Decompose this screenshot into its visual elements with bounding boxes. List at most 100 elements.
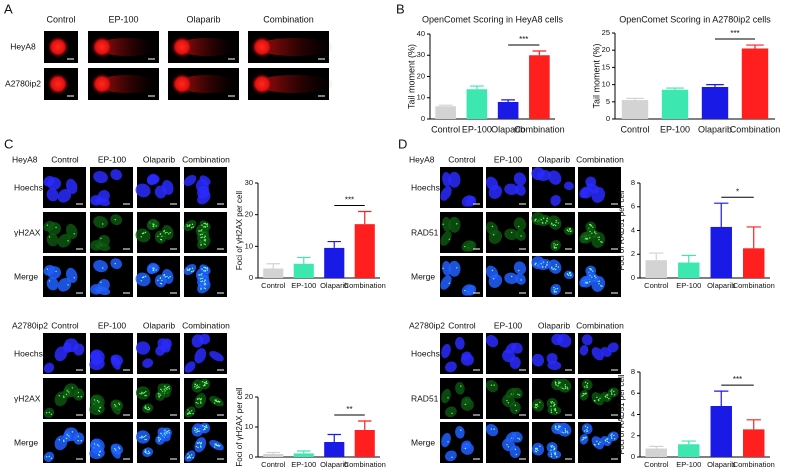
focus bbox=[67, 284, 69, 286]
nucleus bbox=[93, 260, 108, 273]
nucleus bbox=[511, 431, 523, 443]
focus bbox=[186, 457, 189, 459]
focus bbox=[187, 409, 189, 411]
nucleus bbox=[551, 378, 564, 391]
nucleus bbox=[43, 362, 55, 374]
error-bar bbox=[266, 451, 280, 454]
focus bbox=[563, 388, 565, 390]
nucleus bbox=[600, 347, 612, 357]
focus bbox=[218, 401, 220, 403]
bar bbox=[263, 268, 284, 278]
x-tick-label: Combination bbox=[514, 124, 565, 134]
nucleus bbox=[550, 194, 561, 206]
focus bbox=[118, 446, 120, 448]
focus bbox=[142, 436, 144, 439]
focus bbox=[65, 393, 68, 396]
nucleus bbox=[47, 222, 62, 236]
focus bbox=[592, 226, 594, 228]
focus bbox=[189, 456, 192, 459]
focus bbox=[63, 396, 65, 399]
focus bbox=[50, 413, 53, 415]
error-bar bbox=[327, 433, 341, 442]
focus bbox=[518, 438, 521, 440]
focus bbox=[200, 401, 202, 403]
focus bbox=[555, 263, 557, 266]
comet-head bbox=[91, 73, 113, 95]
y-tick-label: 20 bbox=[245, 210, 253, 219]
focus bbox=[160, 239, 163, 241]
error-bar bbox=[681, 254, 696, 263]
focus bbox=[203, 236, 206, 239]
focus bbox=[206, 382, 208, 385]
focus bbox=[163, 274, 166, 276]
error-bar bbox=[327, 240, 341, 248]
cell-line-label: HeyA8 bbox=[12, 154, 38, 164]
x-tick-label: Control bbox=[644, 281, 669, 290]
error-bar bbox=[649, 252, 664, 261]
focus bbox=[558, 425, 560, 427]
nucleus bbox=[183, 174, 197, 187]
nucleus bbox=[445, 361, 457, 373]
nucleus bbox=[194, 348, 207, 364]
focus bbox=[148, 451, 151, 454]
focus bbox=[194, 383, 197, 386]
nucleus bbox=[504, 272, 519, 285]
focus bbox=[555, 221, 557, 224]
row-label: Merge bbox=[411, 271, 435, 281]
significance-label: *** bbox=[519, 35, 528, 44]
focus bbox=[604, 440, 607, 442]
x-tick-label: EP-100 bbox=[676, 281, 701, 290]
focus bbox=[144, 449, 147, 451]
focus bbox=[553, 452, 556, 454]
focus bbox=[163, 230, 166, 232]
focus bbox=[448, 282, 451, 285]
row-label: Merge bbox=[411, 437, 435, 447]
focus bbox=[554, 291, 556, 293]
focus bbox=[157, 393, 160, 395]
focus bbox=[66, 434, 68, 436]
nucleus bbox=[199, 333, 211, 345]
focus bbox=[506, 443, 508, 446]
nucleus bbox=[551, 422, 564, 435]
x-tick-label: EP-100 bbox=[291, 460, 316, 469]
focus bbox=[200, 274, 202, 276]
column-label: Olaparib bbox=[186, 14, 220, 24]
focus bbox=[216, 444, 219, 447]
focus bbox=[586, 386, 589, 388]
focus bbox=[553, 268, 555, 270]
focus bbox=[613, 434, 615, 437]
focus bbox=[539, 445, 541, 448]
nucleus bbox=[461, 195, 474, 207]
focus bbox=[102, 223, 104, 225]
focus bbox=[492, 234, 495, 236]
x-tick-label: EP-100 bbox=[462, 124, 492, 134]
focus bbox=[45, 412, 48, 414]
focus bbox=[98, 445, 100, 447]
nucleus bbox=[511, 342, 523, 354]
focus bbox=[147, 450, 150, 453]
focus bbox=[553, 446, 555, 448]
focus bbox=[161, 279, 163, 282]
focus bbox=[490, 428, 493, 430]
focus bbox=[166, 275, 168, 278]
focus bbox=[610, 390, 612, 393]
focus bbox=[152, 223, 154, 225]
nucleus bbox=[504, 183, 519, 196]
focus bbox=[58, 395, 61, 397]
focus bbox=[545, 222, 547, 224]
focus bbox=[586, 428, 588, 431]
focus bbox=[556, 412, 558, 414]
focus bbox=[143, 232, 145, 234]
focus bbox=[192, 413, 194, 415]
focus bbox=[160, 432, 162, 434]
focus bbox=[201, 273, 203, 275]
focus bbox=[590, 225, 592, 227]
focus bbox=[507, 446, 510, 448]
focus bbox=[204, 384, 206, 387]
focus bbox=[143, 276, 145, 278]
bar bbox=[741, 48, 769, 120]
focus bbox=[93, 443, 96, 445]
nucleus bbox=[445, 406, 457, 418]
focus bbox=[206, 269, 209, 271]
nucleus bbox=[442, 217, 452, 232]
